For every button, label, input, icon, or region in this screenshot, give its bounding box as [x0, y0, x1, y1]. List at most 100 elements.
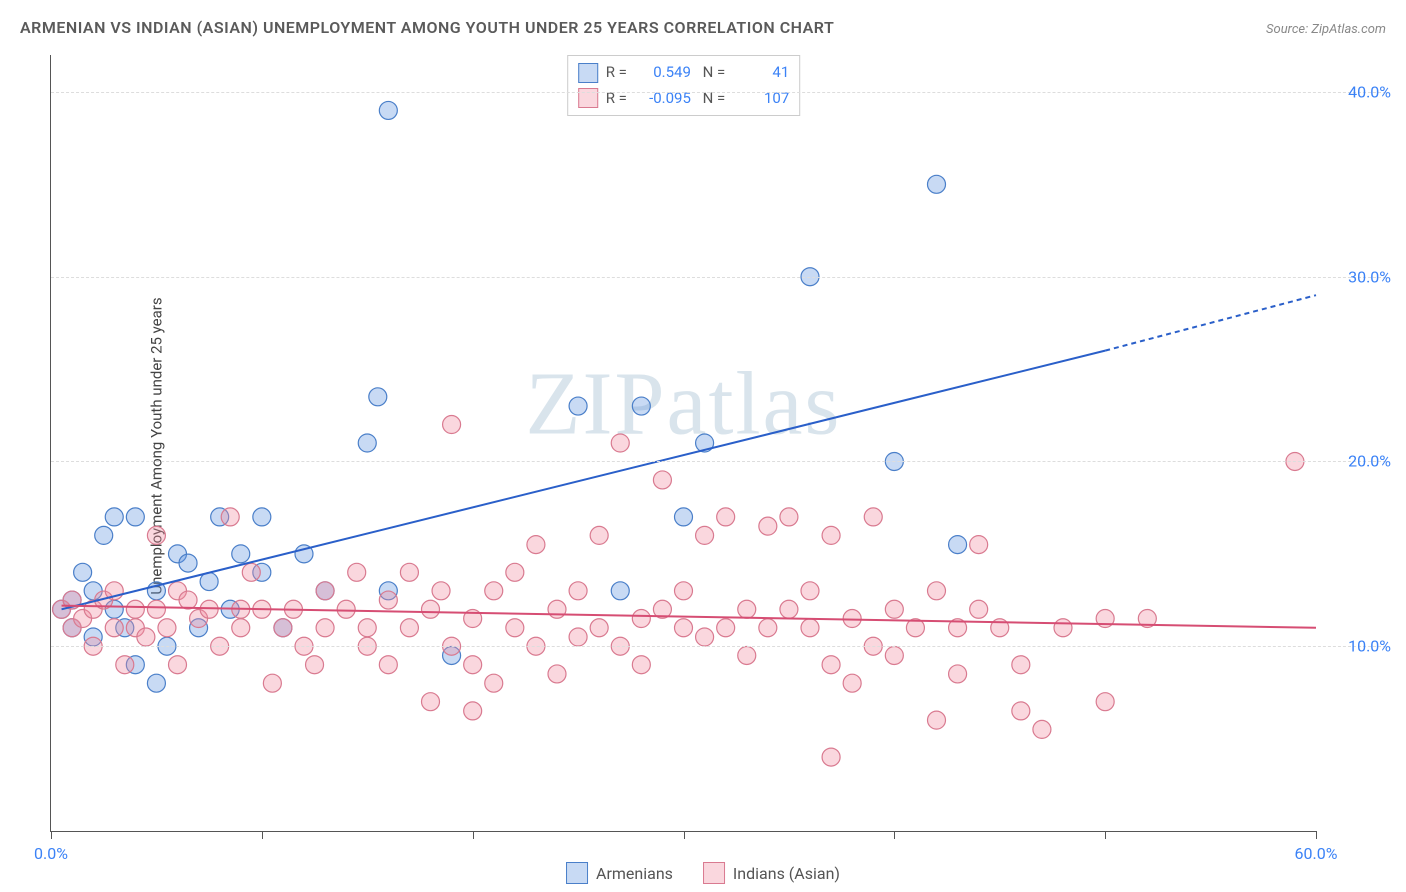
data-point [232, 545, 250, 563]
data-point [485, 582, 503, 600]
gridline [51, 277, 1386, 278]
data-point [675, 619, 693, 637]
data-point [696, 526, 714, 544]
data-point [675, 582, 693, 600]
data-point [970, 600, 988, 618]
data-point [653, 471, 671, 489]
data-point [696, 628, 714, 646]
data-point [611, 582, 629, 600]
legend-swatch [578, 63, 598, 83]
x-tick [1316, 831, 1317, 839]
data-point [274, 619, 292, 637]
data-point [147, 600, 165, 618]
data-point [928, 582, 946, 600]
data-point [369, 388, 387, 406]
data-point [885, 600, 903, 618]
data-point [632, 610, 650, 628]
data-point [506, 563, 524, 581]
x-tick [473, 831, 474, 839]
y-tick-label: 20.0% [1348, 452, 1391, 471]
data-point [801, 619, 819, 637]
data-point [780, 508, 798, 526]
data-point [843, 674, 861, 692]
data-point [1033, 720, 1051, 738]
data-point [306, 656, 324, 674]
data-point [379, 591, 397, 609]
data-point [400, 563, 418, 581]
x-tick [51, 831, 52, 839]
data-point [885, 646, 903, 664]
data-point [801, 582, 819, 600]
x-tick-label: 60.0% [1295, 844, 1338, 863]
data-point [316, 619, 334, 637]
data-point [95, 526, 113, 544]
data-point [116, 656, 134, 674]
data-point [147, 526, 165, 544]
x-tick-label: 0.0% [34, 844, 68, 863]
data-point [569, 582, 587, 600]
data-point [590, 619, 608, 637]
legend-swatch [566, 862, 588, 884]
plot-area: ZIPatlas R =0.549 N =41R =-0.095 N =107 … [50, 55, 1316, 832]
data-point [147, 674, 165, 692]
x-tick [894, 831, 895, 839]
source-label: Source: ZipAtlas.com [1266, 22, 1386, 37]
data-point [316, 582, 334, 600]
x-tick [1105, 831, 1106, 839]
data-point [105, 619, 123, 637]
data-point [822, 526, 840, 544]
data-point [348, 563, 366, 581]
gridline [51, 461, 1386, 462]
data-point [358, 619, 376, 637]
data-point [337, 600, 355, 618]
data-point [379, 656, 397, 674]
data-point [632, 656, 650, 674]
legend-item: Armenians [566, 862, 673, 884]
data-point [422, 693, 440, 711]
data-point [169, 656, 187, 674]
legend-item: Indians (Asian) [703, 862, 840, 884]
correlation-legend: R =0.549 N =41R =-0.095 N =107 [567, 55, 801, 116]
trend-line [62, 351, 1106, 610]
legend-series-name: Armenians [596, 864, 673, 883]
data-point [822, 656, 840, 674]
data-point [263, 674, 281, 692]
data-point [126, 508, 144, 526]
data-point [137, 628, 155, 646]
gridline [51, 92, 1386, 93]
legend-row: R =-0.095 N =107 [578, 86, 790, 112]
data-point [717, 508, 735, 526]
legend-n-label: N = [699, 86, 725, 112]
data-point [126, 600, 144, 618]
data-point [759, 517, 777, 535]
data-point [548, 665, 566, 683]
data-point [738, 646, 756, 664]
data-point [1096, 693, 1114, 711]
data-point [242, 563, 260, 581]
legend-row: R =0.549 N =41 [578, 60, 790, 86]
legend-n-label: N = [699, 60, 725, 86]
data-point [928, 711, 946, 729]
data-point [738, 600, 756, 618]
legend-r-label: R = [606, 60, 627, 86]
data-point [253, 508, 271, 526]
y-tick-label: 40.0% [1348, 82, 1391, 101]
x-tick [684, 831, 685, 839]
data-point [759, 619, 777, 637]
data-point [590, 526, 608, 544]
data-point [864, 508, 882, 526]
data-point [822, 748, 840, 766]
data-point [611, 434, 629, 452]
data-point [632, 397, 650, 415]
data-point [432, 582, 450, 600]
data-point [485, 674, 503, 692]
data-point [675, 508, 693, 526]
data-point [780, 600, 798, 618]
data-point [400, 619, 418, 637]
data-point [221, 508, 239, 526]
series-legend: Armenians Indians (Asian) [566, 862, 840, 884]
data-point [949, 536, 967, 554]
legend-n-value: 41 [733, 60, 789, 86]
data-point [464, 656, 482, 674]
legend-r-label: R = [606, 86, 627, 112]
